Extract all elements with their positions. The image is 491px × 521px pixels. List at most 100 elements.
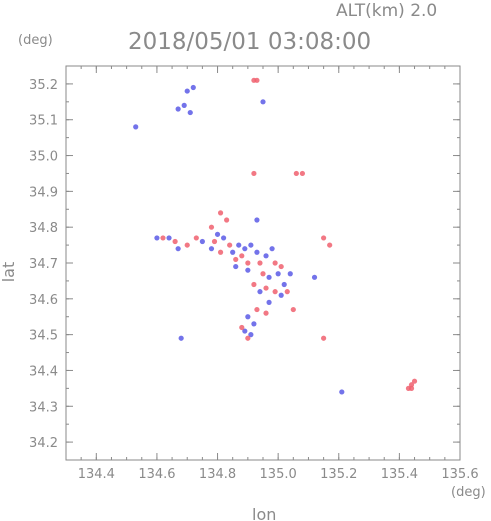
data-point — [251, 170, 257, 177]
data-point — [166, 235, 172, 241]
plot-frame — [65, 65, 461, 461]
data-point — [245, 335, 251, 341]
data-point — [242, 328, 248, 334]
data-point — [227, 242, 233, 248]
data-point — [193, 235, 199, 241]
data-point — [208, 246, 215, 252]
data-point — [321, 235, 327, 241]
data-point — [408, 385, 415, 391]
data-point — [221, 235, 227, 241]
y-tick-label: 35.1 — [29, 114, 58, 129]
data-point — [281, 281, 287, 288]
data-point — [217, 249, 224, 255]
data-point — [184, 242, 190, 248]
data-point — [211, 238, 218, 245]
data-point — [245, 314, 251, 320]
data-point — [266, 274, 272, 280]
data-point — [251, 281, 257, 288]
x-tick-label: 134.6 — [138, 467, 175, 482]
data-point — [175, 106, 181, 112]
data-point — [230, 249, 236, 255]
data-point — [311, 274, 318, 280]
data-point — [251, 321, 257, 327]
data-point — [239, 324, 245, 331]
data-point — [181, 102, 187, 108]
data-point — [214, 231, 221, 237]
y-tick-label: 34.5 — [29, 329, 58, 344]
data-point — [269, 246, 275, 252]
y-tick-label: 34.9 — [29, 185, 58, 200]
x-unit-label: (deg) — [451, 485, 486, 500]
data-point — [239, 253, 245, 259]
y-tick-label: 34.8 — [29, 221, 58, 236]
data-point — [199, 238, 205, 245]
x-tick-label: 135.2 — [320, 467, 357, 482]
y-unit-label: (deg) — [18, 33, 53, 48]
data-point — [248, 242, 254, 248]
axis-ticks: 134.4 134.6 134.8 135.0 135.2 135.4 135.6 34.2 3… — [29, 65, 479, 482]
data-point — [190, 84, 196, 91]
data-point — [208, 224, 215, 230]
data-point — [299, 170, 305, 177]
data-point — [187, 109, 193, 116]
data-point — [175, 246, 181, 252]
data-point — [275, 271, 281, 277]
data-point — [327, 242, 333, 248]
data-point — [254, 217, 260, 223]
data-point — [408, 382, 415, 388]
data-point — [339, 389, 345, 395]
data-point — [242, 246, 248, 252]
altitude-label: ALT(km) 2.0 — [336, 1, 437, 21]
data-point — [217, 210, 224, 216]
data-point — [290, 306, 296, 313]
data-point — [260, 271, 266, 277]
data-point — [278, 292, 284, 298]
data-point — [254, 77, 260, 83]
data-point — [272, 289, 278, 295]
data-point — [293, 170, 299, 177]
x-tick-label: 134.8 — [199, 467, 236, 482]
data-points — [133, 77, 418, 395]
y-tick-label: 34.7 — [29, 257, 58, 272]
x-tick-label: 135.6 — [441, 467, 478, 482]
x-axis-title: lon — [252, 505, 276, 521]
data-point — [172, 238, 178, 245]
data-point — [284, 289, 290, 295]
y-axis-title: lat — [0, 262, 18, 283]
y-tick-label: 35.2 — [29, 78, 58, 93]
x-tick-label: 135.0 — [260, 467, 297, 482]
data-point — [178, 335, 184, 341]
data-point — [254, 306, 260, 313]
y-tick-label: 35.0 — [29, 150, 58, 165]
data-point — [245, 260, 251, 266]
data-point — [263, 310, 269, 316]
y-tick-label: 34.6 — [29, 293, 58, 308]
data-point — [233, 256, 239, 263]
data-point — [266, 299, 272, 305]
data-point — [160, 235, 166, 241]
data-point — [257, 260, 263, 266]
data-point — [236, 242, 242, 248]
data-point — [263, 253, 269, 259]
data-point — [248, 332, 254, 338]
y-tick-label: 34.2 — [29, 436, 58, 451]
data-point — [287, 271, 293, 277]
data-point — [260, 99, 266, 105]
data-point — [245, 267, 251, 273]
timestamp-title: 2018/05/01 03:08:00 — [128, 29, 371, 55]
data-point — [233, 263, 239, 270]
data-point — [257, 289, 263, 295]
data-point — [321, 335, 327, 341]
data-point — [272, 260, 278, 266]
data-point — [224, 217, 230, 223]
data-point — [154, 235, 160, 241]
data-point — [184, 88, 190, 94]
x-tick-label: 135.4 — [381, 467, 418, 482]
x-tick-label: 134.4 — [78, 467, 115, 482]
data-point — [254, 249, 260, 255]
data-point — [278, 263, 284, 270]
data-point — [411, 378, 418, 384]
data-point — [263, 285, 269, 291]
y-tick-label: 34.4 — [29, 364, 58, 379]
